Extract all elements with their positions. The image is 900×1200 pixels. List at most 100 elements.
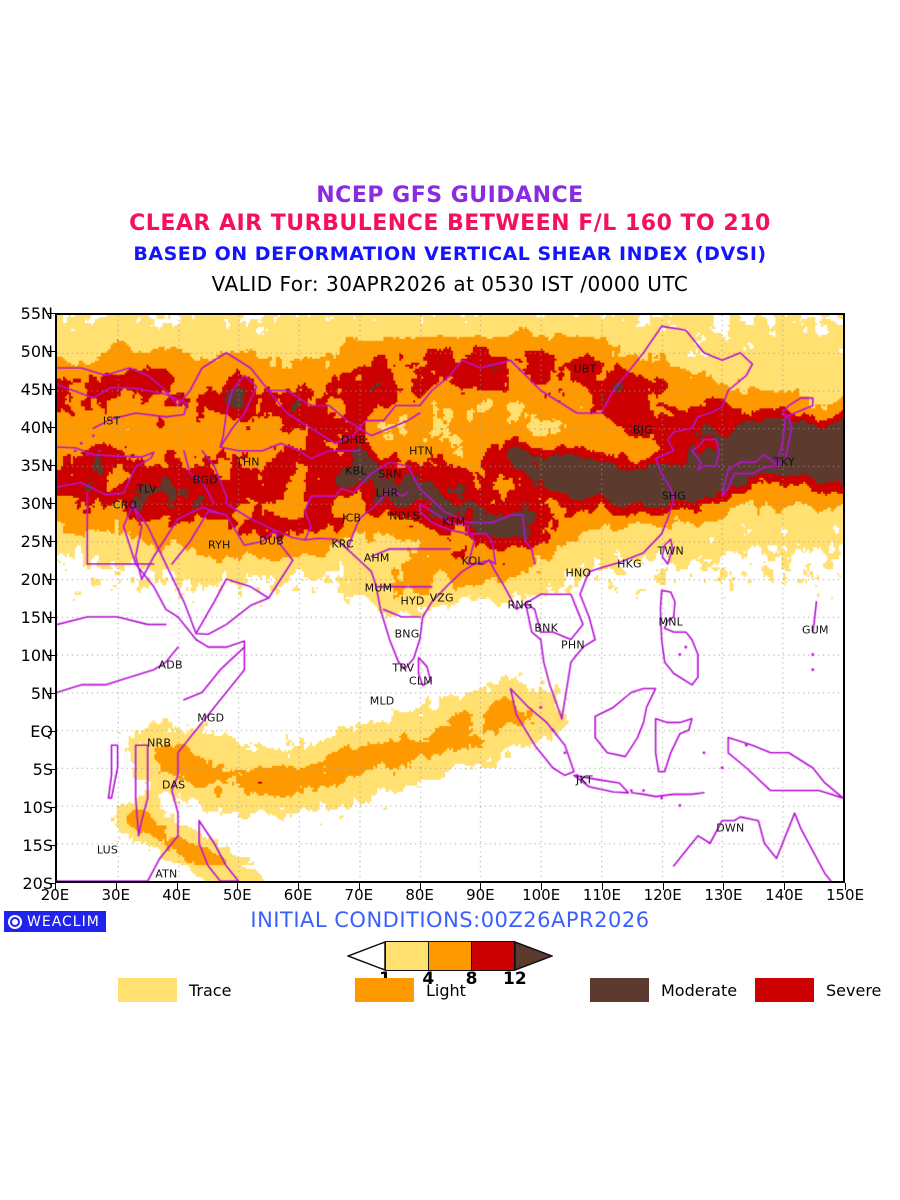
colorbar-tick-12: 12 — [503, 969, 527, 989]
city-label-nrb: NRB — [147, 736, 172, 750]
x-axis-tick-mark — [358, 883, 360, 890]
colorbar-seg-light — [429, 942, 472, 970]
x-axis-tick-mark — [541, 883, 543, 890]
y-axis-tick-label: 10N — [20, 646, 53, 665]
city-label-tlv: TLV — [137, 482, 157, 496]
y-axis-tick-label: EQ — [30, 722, 53, 741]
weaclim-logo: WEACLIM — [4, 911, 106, 932]
city-label-bjg: BJG — [632, 423, 653, 437]
y-axis-tick-label: 5S — [32, 760, 53, 779]
city-label-adb: ADB — [158, 658, 183, 672]
weaclim-ring-icon — [8, 914, 22, 929]
x-axis-tick-label: 100E — [522, 886, 561, 904]
city-label-bnk: BNK — [534, 621, 558, 635]
city-label-ist: IST — [102, 414, 121, 428]
x-axis-tick-label: 120E — [643, 886, 682, 904]
y-axis-tick-label: 55N — [20, 304, 53, 323]
city-label-kbl: KBL — [345, 464, 367, 478]
city-label-clm: CLM — [409, 674, 433, 688]
x-axis-tick-mark — [176, 883, 178, 890]
x-axis-tick-label: 30E — [101, 886, 131, 904]
title-main: NCEP GFS GUIDANCE — [316, 183, 584, 208]
legend-item-trace: Trace — [118, 978, 231, 1002]
colorbar-tick-8: 8 — [465, 969, 478, 989]
x-axis-tick-label: 40E — [162, 886, 191, 904]
legend-item-light: Light — [355, 978, 466, 1002]
map-panel: IST THN BGD TLV CRO RYH DUB KBL DHB HTN SRN LHR JCB N… — [55, 313, 845, 883]
city-label-dub: DUB — [259, 534, 284, 548]
y-axis-tick-label: 40N — [20, 418, 53, 437]
colorbar-segments — [385, 941, 515, 971]
y-axis-tick-label: 30N — [20, 494, 53, 513]
city-label-ubt: UBT — [573, 362, 597, 376]
x-axis-tick-mark — [662, 883, 664, 890]
y-axis-tick-mark — [48, 427, 55, 428]
turbulence-heatmap-canvas — [57, 315, 843, 881]
city-label-dwn: DWN — [716, 821, 745, 835]
x-axis-tick-label: 50E — [223, 886, 252, 904]
y-axis-tick-mark — [48, 579, 55, 580]
colorbar — [347, 941, 553, 971]
city-label-tky: TKY — [773, 455, 795, 469]
x-axis-tick-label: 60E — [283, 886, 313, 904]
city-label-mnl: MNL — [658, 615, 683, 629]
city-label-hno: HNO — [565, 566, 592, 580]
city-label-lus: LUS — [96, 843, 119, 857]
y-axis-tick-label: 20S — [22, 874, 53, 893]
colorbar-seg-severe — [472, 942, 514, 970]
x-axis-tick-mark — [845, 883, 846, 890]
city-label-ahm: AHM — [363, 551, 390, 565]
x-axis-tick-label: 140E — [765, 886, 804, 904]
x-axis-tick-label: 130E — [704, 886, 743, 904]
city-label-das: DAS — [161, 778, 186, 792]
chart-title-block: NCEP GFS GUIDANCE CLEAR AIR TURBULENCE B… — [0, 183, 900, 299]
city-label-vzg: VZG — [429, 591, 454, 605]
colorbar-seg-trace — [386, 942, 429, 970]
colorbar-left-cap-icon — [347, 941, 386, 971]
severity-legend: Trace Light Moderate Severe — [0, 978, 900, 1004]
city-label-dhb: DHB — [341, 433, 366, 447]
x-axis-tick-mark — [723, 883, 725, 890]
weaclim-label: WEACLIM — [27, 913, 100, 930]
city-label-htn: HTN — [409, 444, 433, 458]
city-label-gum: GUM — [802, 623, 829, 637]
x-axis-tick-mark — [784, 883, 786, 890]
city-label-hkg: HKG — [617, 557, 642, 571]
x-axis-tick-label: 70E — [344, 886, 374, 904]
city-label-hyd: HYD — [400, 594, 425, 608]
y-axis-tick-mark — [48, 845, 55, 846]
x-axis-tick-label: 20E — [40, 886, 70, 904]
title-subtitle: CLEAR AIR TURBULENCE BETWEEN F/L 160 TO … — [129, 211, 771, 236]
colorbar-tick-4: 4 — [422, 969, 435, 989]
x-axis-tick-mark — [55, 883, 56, 890]
y-axis-tick-mark — [48, 617, 55, 618]
city-label-thn: THN — [235, 455, 260, 469]
legend-label-light: Light — [426, 980, 466, 1000]
legend-swatch-light — [355, 978, 414, 1002]
map-frame: IST THN BGD TLV CRO RYH DUB KBL DHB HTN SRN LHR JCB N… — [55, 313, 845, 883]
city-label-phn: PHN — [561, 638, 585, 652]
legend-swatch-moderate — [590, 978, 649, 1002]
y-axis-tick-label: 10S — [22, 798, 53, 817]
city-label-kol: KOL — [461, 554, 484, 568]
city-label-ryh: RYH — [207, 538, 231, 552]
y-axis-tick-label: 5N — [30, 684, 53, 703]
city-label-mgd: MGD — [197, 711, 225, 725]
y-axis-tick-mark — [48, 693, 55, 694]
y-axis-tick-mark — [48, 731, 55, 732]
city-label-atn: ATN — [155, 867, 178, 881]
legend-label-trace: Trace — [189, 980, 232, 1000]
y-axis-tick-mark — [48, 503, 55, 504]
title-valid: VALID For: 30APR2026 at 0530 IST /0000 U… — [211, 272, 689, 296]
initial-conditions-text: INITIAL CONDITIONS:00Z26APR2026 — [250, 908, 650, 932]
city-label-jcb: JCB — [342, 511, 362, 525]
legend-label-moderate: Moderate — [661, 980, 738, 1000]
y-axis-tick-label: 35N — [20, 456, 53, 475]
y-axis-tick-mark — [48, 883, 55, 884]
y-axis-tick-label: 15S — [22, 836, 53, 855]
x-axis-tick-mark — [237, 883, 239, 890]
x-axis-tick-label: 110E — [582, 886, 621, 904]
city-label-twn: TWN — [657, 544, 684, 558]
x-axis-tick-label: 90E — [466, 886, 495, 904]
y-axis-tick-label: 25N — [20, 532, 53, 551]
